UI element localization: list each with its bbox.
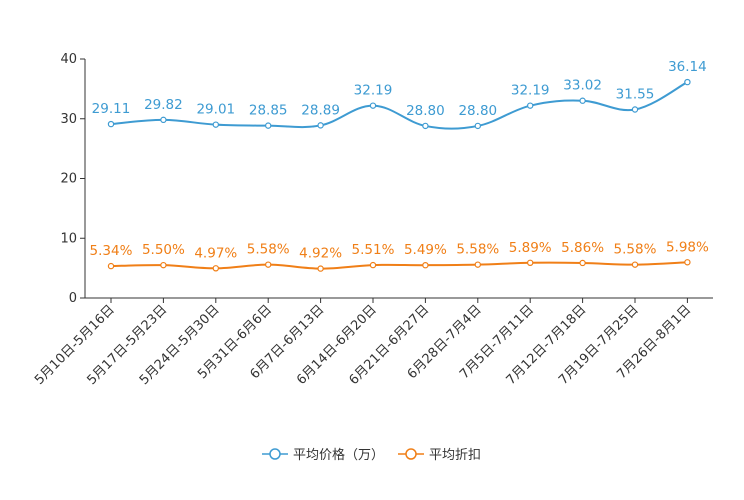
series-2-point <box>265 261 272 268</box>
series-1-point <box>684 78 691 86</box>
series-2-data-label: 5.58% <box>247 242 290 258</box>
series-1-point <box>579 97 586 104</box>
series-1-data-label: 29.01 <box>196 102 235 118</box>
series-2-data-label: 4.97% <box>194 245 237 261</box>
series-2-data-label: 5.86% <box>561 240 604 256</box>
series-1-data-label: 29.11 <box>92 101 131 117</box>
series-2-data-label: 4.92% <box>299 246 342 262</box>
series-1-point <box>474 122 481 130</box>
series-2-data-label: 5.58% <box>614 242 657 258</box>
series-1-data-label: 28.89 <box>301 102 340 118</box>
series-1-point <box>369 102 377 109</box>
series-1-data-label: 28.80 <box>406 103 445 119</box>
series-2-point <box>369 261 377 269</box>
series-1-point <box>317 122 324 129</box>
series-1-point <box>422 122 429 130</box>
series-1-data-label: 36.14 <box>668 59 707 75</box>
series-2-point <box>212 265 219 272</box>
series-2-data-label: 5.50% <box>142 242 185 258</box>
series-1-data-label: 29.82 <box>144 97 183 113</box>
series-2-point <box>160 261 167 269</box>
legend-marker-1 <box>269 448 281 460</box>
series-2-point <box>317 265 324 272</box>
legend-marker-2 <box>405 448 417 460</box>
series-1-point <box>107 120 115 128</box>
series-1-point <box>265 122 272 129</box>
series-line-2 <box>110 261 688 270</box>
series-1-data-label: 31.55 <box>616 86 655 102</box>
y-tick-label: 0 <box>69 291 77 306</box>
y-tick-label: 20 <box>60 172 77 187</box>
series-1-data-label: 33.02 <box>563 78 602 94</box>
series-2-data-label: 5.98% <box>666 239 709 255</box>
series-2-data-label: 5.34% <box>90 243 133 259</box>
y-tick-label: 10 <box>60 231 77 246</box>
series-2-point <box>579 259 586 267</box>
series-1-data-label: 32.19 <box>354 83 393 99</box>
series-2-data-label: 5.89% <box>509 240 552 256</box>
series-1-data-label: 32.19 <box>511 83 550 99</box>
y-tick-label: 40 <box>60 52 77 67</box>
series-1-point <box>527 102 534 109</box>
series-2-point <box>631 261 639 268</box>
series-2-point <box>527 259 534 267</box>
series-2-data-label: 5.51% <box>352 242 395 258</box>
series-1-point <box>160 116 167 124</box>
series-1-data-label: 28.80 <box>458 103 497 119</box>
series-1-point <box>212 121 219 128</box>
series-2-point <box>474 261 481 268</box>
series-1-data-label: 28.85 <box>249 103 288 119</box>
legend-label-1: 平均价格（万） <box>293 447 384 463</box>
series-line-1 <box>110 81 688 130</box>
series-2-data-label: 5.58% <box>456 242 499 258</box>
legend-label-2: 平均折扣 <box>429 448 481 463</box>
series-2-point <box>107 262 115 270</box>
series-2-point <box>422 261 429 269</box>
series-2-data-label: 5.49% <box>404 242 447 258</box>
series-1-point <box>631 106 639 113</box>
series-2-point <box>684 259 691 266</box>
y-tick-label: 30 <box>60 112 77 127</box>
